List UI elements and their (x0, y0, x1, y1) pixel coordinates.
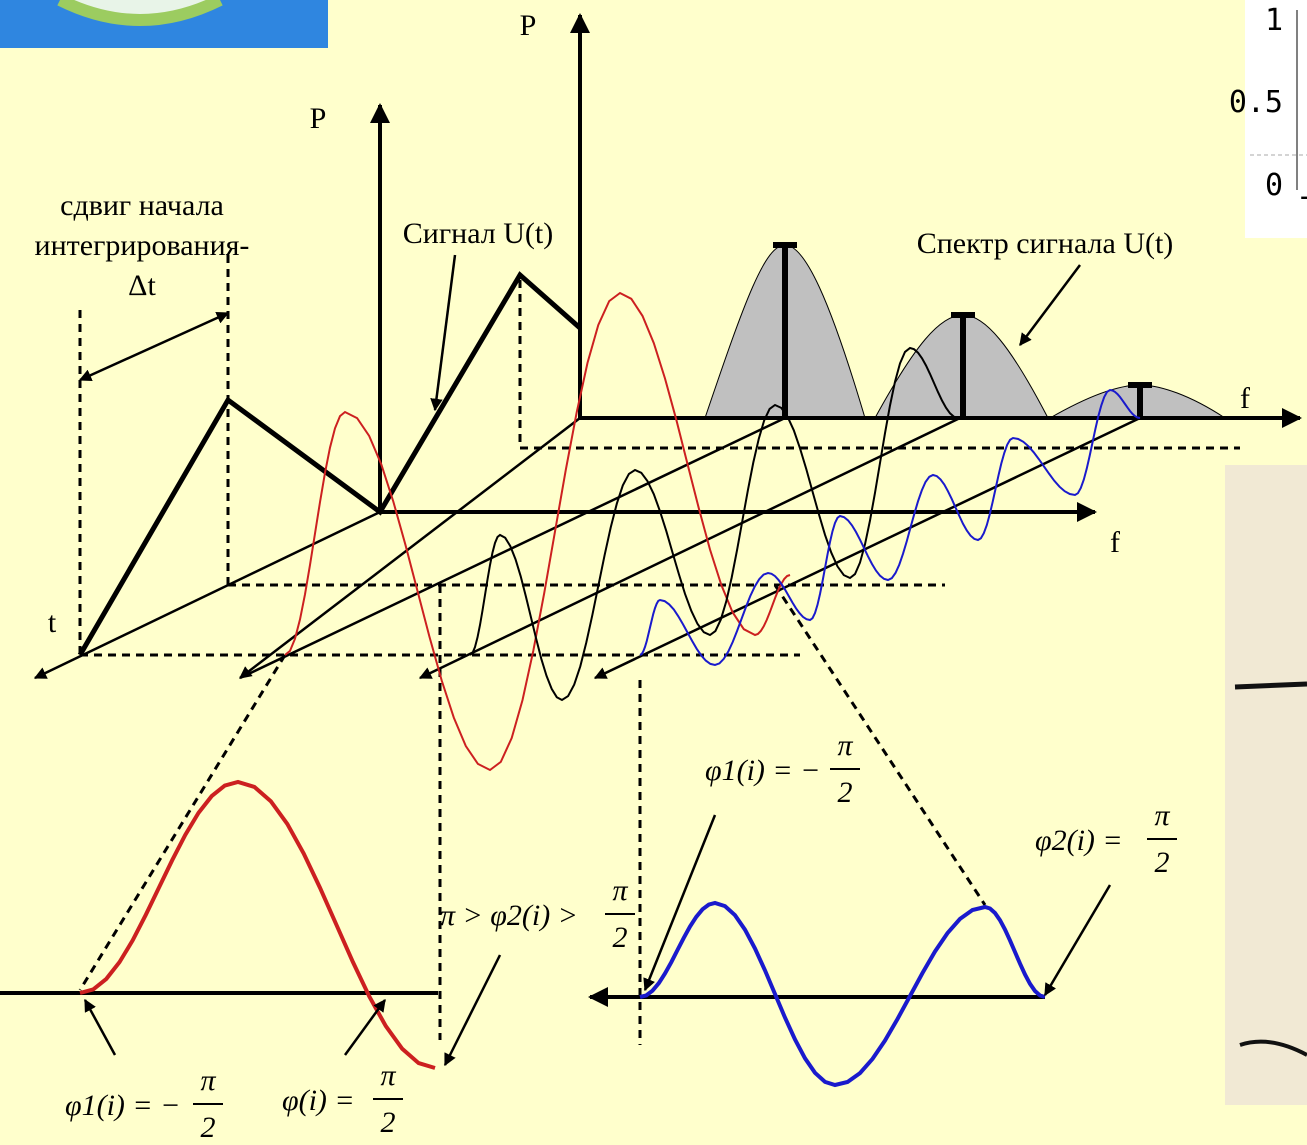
formula-den: 2 (201, 1111, 216, 1144)
inset-tick: 0.5 (1229, 85, 1283, 120)
annotation: Спектр сигнала U(t) (917, 227, 1174, 260)
axes (35, 15, 1300, 678)
inset-tick: 0 (1265, 168, 1283, 203)
formula-den: 2 (1155, 846, 1170, 879)
axis-label: P (520, 9, 537, 42)
wave (285, 293, 790, 770)
annotation: Сигнал U(t) (403, 217, 553, 250)
formula-den: 2 (381, 1106, 396, 1139)
formula-lhs: φ(i) = (282, 1084, 355, 1117)
inset-tick: 1 (1265, 3, 1283, 38)
annotation: Δt (128, 269, 156, 302)
axis-label: f (1240, 382, 1250, 415)
diagram: 1 0.5 0 -10 P P f f t сдвиг начала интег… (0, 0, 1307, 1145)
wave (640, 903, 1045, 1085)
axis-label: t (48, 606, 57, 639)
inset-tick: -10 (1296, 179, 1307, 214)
wave (80, 782, 435, 1068)
annotation: интегрирования- (35, 229, 250, 262)
spectrum (705, 245, 1225, 418)
formula-lhs: φ1(i) = − (705, 754, 820, 787)
formula-num: π (1154, 799, 1170, 832)
formula-num: π (380, 1059, 396, 1092)
labels: P P f f t сдвиг начала интегрирования- Δ… (35, 9, 1250, 639)
wave (640, 390, 1140, 665)
formula-den: 2 (838, 776, 853, 809)
signal (80, 275, 580, 655)
axis-label: P (310, 102, 327, 135)
formula-num: π (200, 1064, 216, 1097)
annotation: сдвиг начала (60, 189, 224, 222)
axis-label: f (1110, 526, 1120, 559)
dashed-guides (80, 255, 1240, 1045)
formula-den: 2 (613, 921, 628, 954)
formula-lhs: φ1(i) = − (65, 1089, 180, 1122)
formula-lhs: π > φ2(i) > (440, 899, 578, 932)
formula-lhs: φ2(i) = (1035, 824, 1123, 857)
formula-num: π (837, 729, 853, 762)
formula-num: π (612, 874, 628, 907)
bottom-plots (0, 782, 1045, 1085)
